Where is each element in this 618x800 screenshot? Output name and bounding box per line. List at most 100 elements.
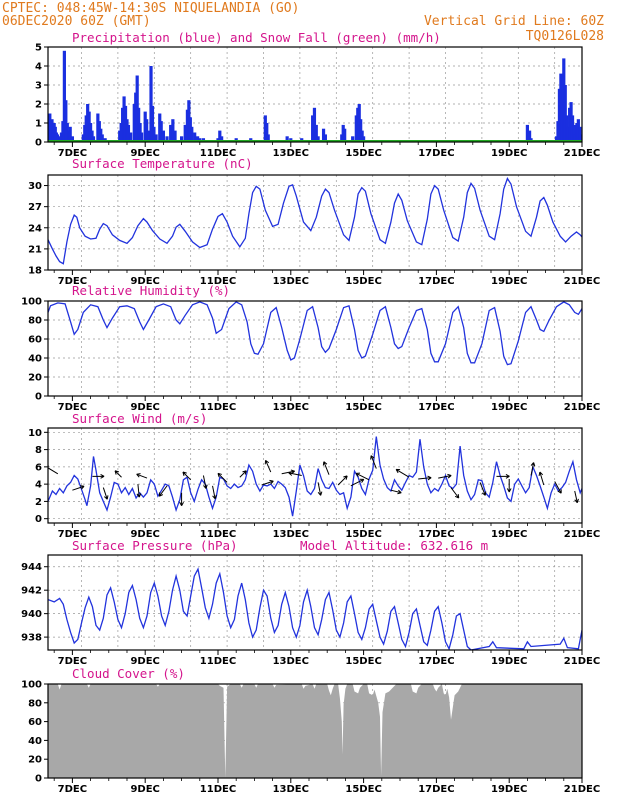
precipitation-ytick-label: 4 <box>35 62 42 73</box>
cloud-cover-xtick-label: 17DEC <box>418 784 454 795</box>
precipitation-xtick-label: 19DEC <box>491 148 527 159</box>
humidity-xtick-label: 13DEC <box>273 402 309 413</box>
wind-vector <box>114 470 122 478</box>
precip-bar <box>56 136 61 142</box>
humidity-xtick-label: 17DEC <box>418 402 454 413</box>
wind-vector <box>450 487 460 499</box>
pressure-ytick-label: 940 <box>21 609 42 620</box>
precipitation-title: Precipitation (blue) and Snow Fall (gree… <box>72 30 441 45</box>
wind-xtick-label: 13DEC <box>273 529 309 540</box>
precip-bar <box>146 130 150 142</box>
temperature-ytick-label: 18 <box>28 266 42 277</box>
wind-vector <box>264 459 272 473</box>
precip-bar <box>563 85 567 142</box>
precip-bar <box>220 136 224 142</box>
precip-bar <box>179 136 184 142</box>
pressure-xtick-label: 7DEC <box>58 656 87 667</box>
wind-vector <box>217 472 228 483</box>
cloud-cover-xtick-label: 15DEC <box>345 784 381 795</box>
humidity-line <box>48 301 582 366</box>
temperature-xtick-label: 15DEC <box>345 276 381 287</box>
pressure-xtick-label: 19DEC <box>491 656 527 667</box>
humidity-ytick-label: 20 <box>28 373 42 384</box>
header-grid-note: Vertical Grid Line: 60Z <box>424 14 604 29</box>
pressure-ytick-label: 944 <box>21 562 42 573</box>
temperature-xtick-label: 21DEC <box>564 276 600 287</box>
wind-vector <box>438 473 452 479</box>
precip-bar <box>343 128 347 142</box>
wind-marks <box>48 436 582 517</box>
humidity-marks <box>48 301 582 366</box>
precip-bar <box>152 126 156 142</box>
temperature-xtick-label: 11DEC <box>200 276 236 287</box>
precip-bar <box>183 124 187 142</box>
pressure-xtick-label: 13DEC <box>273 656 309 667</box>
wind-xtick-label: 9DEC <box>130 529 159 540</box>
temperature-xtick-label: 17DEC <box>418 276 454 287</box>
precip-bar <box>161 130 165 142</box>
wind-vector <box>136 484 142 498</box>
precipitation-ytick-label: 2 <box>35 100 42 111</box>
precipitation-ytick-label: 1 <box>35 119 42 130</box>
cloud-cover-xtick-label: 21DEC <box>564 784 600 795</box>
wind-vector <box>538 471 545 486</box>
wind-vector <box>212 485 217 500</box>
temperature-title: Surface Temperature (nC) <box>72 156 253 171</box>
precip-bar <box>150 105 155 142</box>
precip-bar <box>285 136 289 142</box>
cloud-cover-xtick-label: 9DEC <box>130 784 159 795</box>
pressure-xtick-label: 15DEC <box>345 656 381 667</box>
temperature-ytick-label: 27 <box>28 202 42 213</box>
precipitation-xtick-label: 21DEC <box>564 148 600 159</box>
header-model: TQ0126L028 <box>526 29 604 44</box>
precip-bar <box>321 128 326 142</box>
precip-bar <box>169 124 173 142</box>
temperature-xtick-label: 7DEC <box>58 276 87 287</box>
precipitation-xtick-label: 13DEC <box>273 148 309 159</box>
pressure-xtick-label: 17DEC <box>418 656 454 667</box>
precip-bar <box>70 136 74 142</box>
precip-bar <box>126 124 131 142</box>
wind-ytick-label: 0 <box>35 514 42 525</box>
precipitation-ytick-label: 5 <box>35 43 42 54</box>
wind-vector <box>574 490 579 504</box>
precip-bar <box>68 126 72 142</box>
precipitation-xtick-label: 15DEC <box>345 148 381 159</box>
precipitation-xtick-label: 9DEC <box>130 148 159 159</box>
precipitation-xtick-label: 11DEC <box>200 148 236 159</box>
precip-bar <box>173 130 177 142</box>
wind-xtick-label: 17DEC <box>418 529 454 540</box>
wind-vector <box>395 468 410 478</box>
precip-bar <box>525 124 529 142</box>
precip-bar <box>129 132 133 142</box>
precip-bar <box>218 130 222 142</box>
humidity-xtick-label: 21DEC <box>564 402 600 413</box>
precip-bar <box>159 121 163 142</box>
header-run-time: 06DEC2020 60Z (GMT) <box>2 14 151 29</box>
cloud-cover-ytick-label: 80 <box>28 698 42 709</box>
wind-vector <box>92 474 105 479</box>
cloud-cover-xtick-label: 13DEC <box>273 784 309 795</box>
pressure-xtick-label: 21DEC <box>564 656 600 667</box>
wind-title: Surface Wind (m/s) <box>72 411 207 426</box>
wind-vector <box>530 462 536 476</box>
wind-vector <box>317 482 323 496</box>
wind-vector <box>506 478 512 493</box>
pressure-xtick-label: 11DEC <box>200 656 236 667</box>
humidity-ytick-label: 0 <box>35 392 42 403</box>
precip-bar <box>149 66 153 142</box>
precip-bar <box>316 136 320 142</box>
wind-xtick-label: 21DEC <box>564 529 600 540</box>
precip-bar <box>171 119 175 142</box>
wind-ytick-label: 6 <box>35 462 42 473</box>
wind-vector <box>239 470 247 478</box>
precip-bar <box>64 100 68 142</box>
precip-bar <box>91 136 96 142</box>
humidity-ytick-label: 100 <box>21 297 42 308</box>
wind-xtick-label: 15DEC <box>345 529 381 540</box>
cloud-cover-ytick-label: 60 <box>28 717 42 728</box>
precip-bar <box>190 126 194 142</box>
wind-ytick-label: 2 <box>35 497 42 508</box>
humidity-title: Relative Humidity (%) <box>72 283 230 298</box>
